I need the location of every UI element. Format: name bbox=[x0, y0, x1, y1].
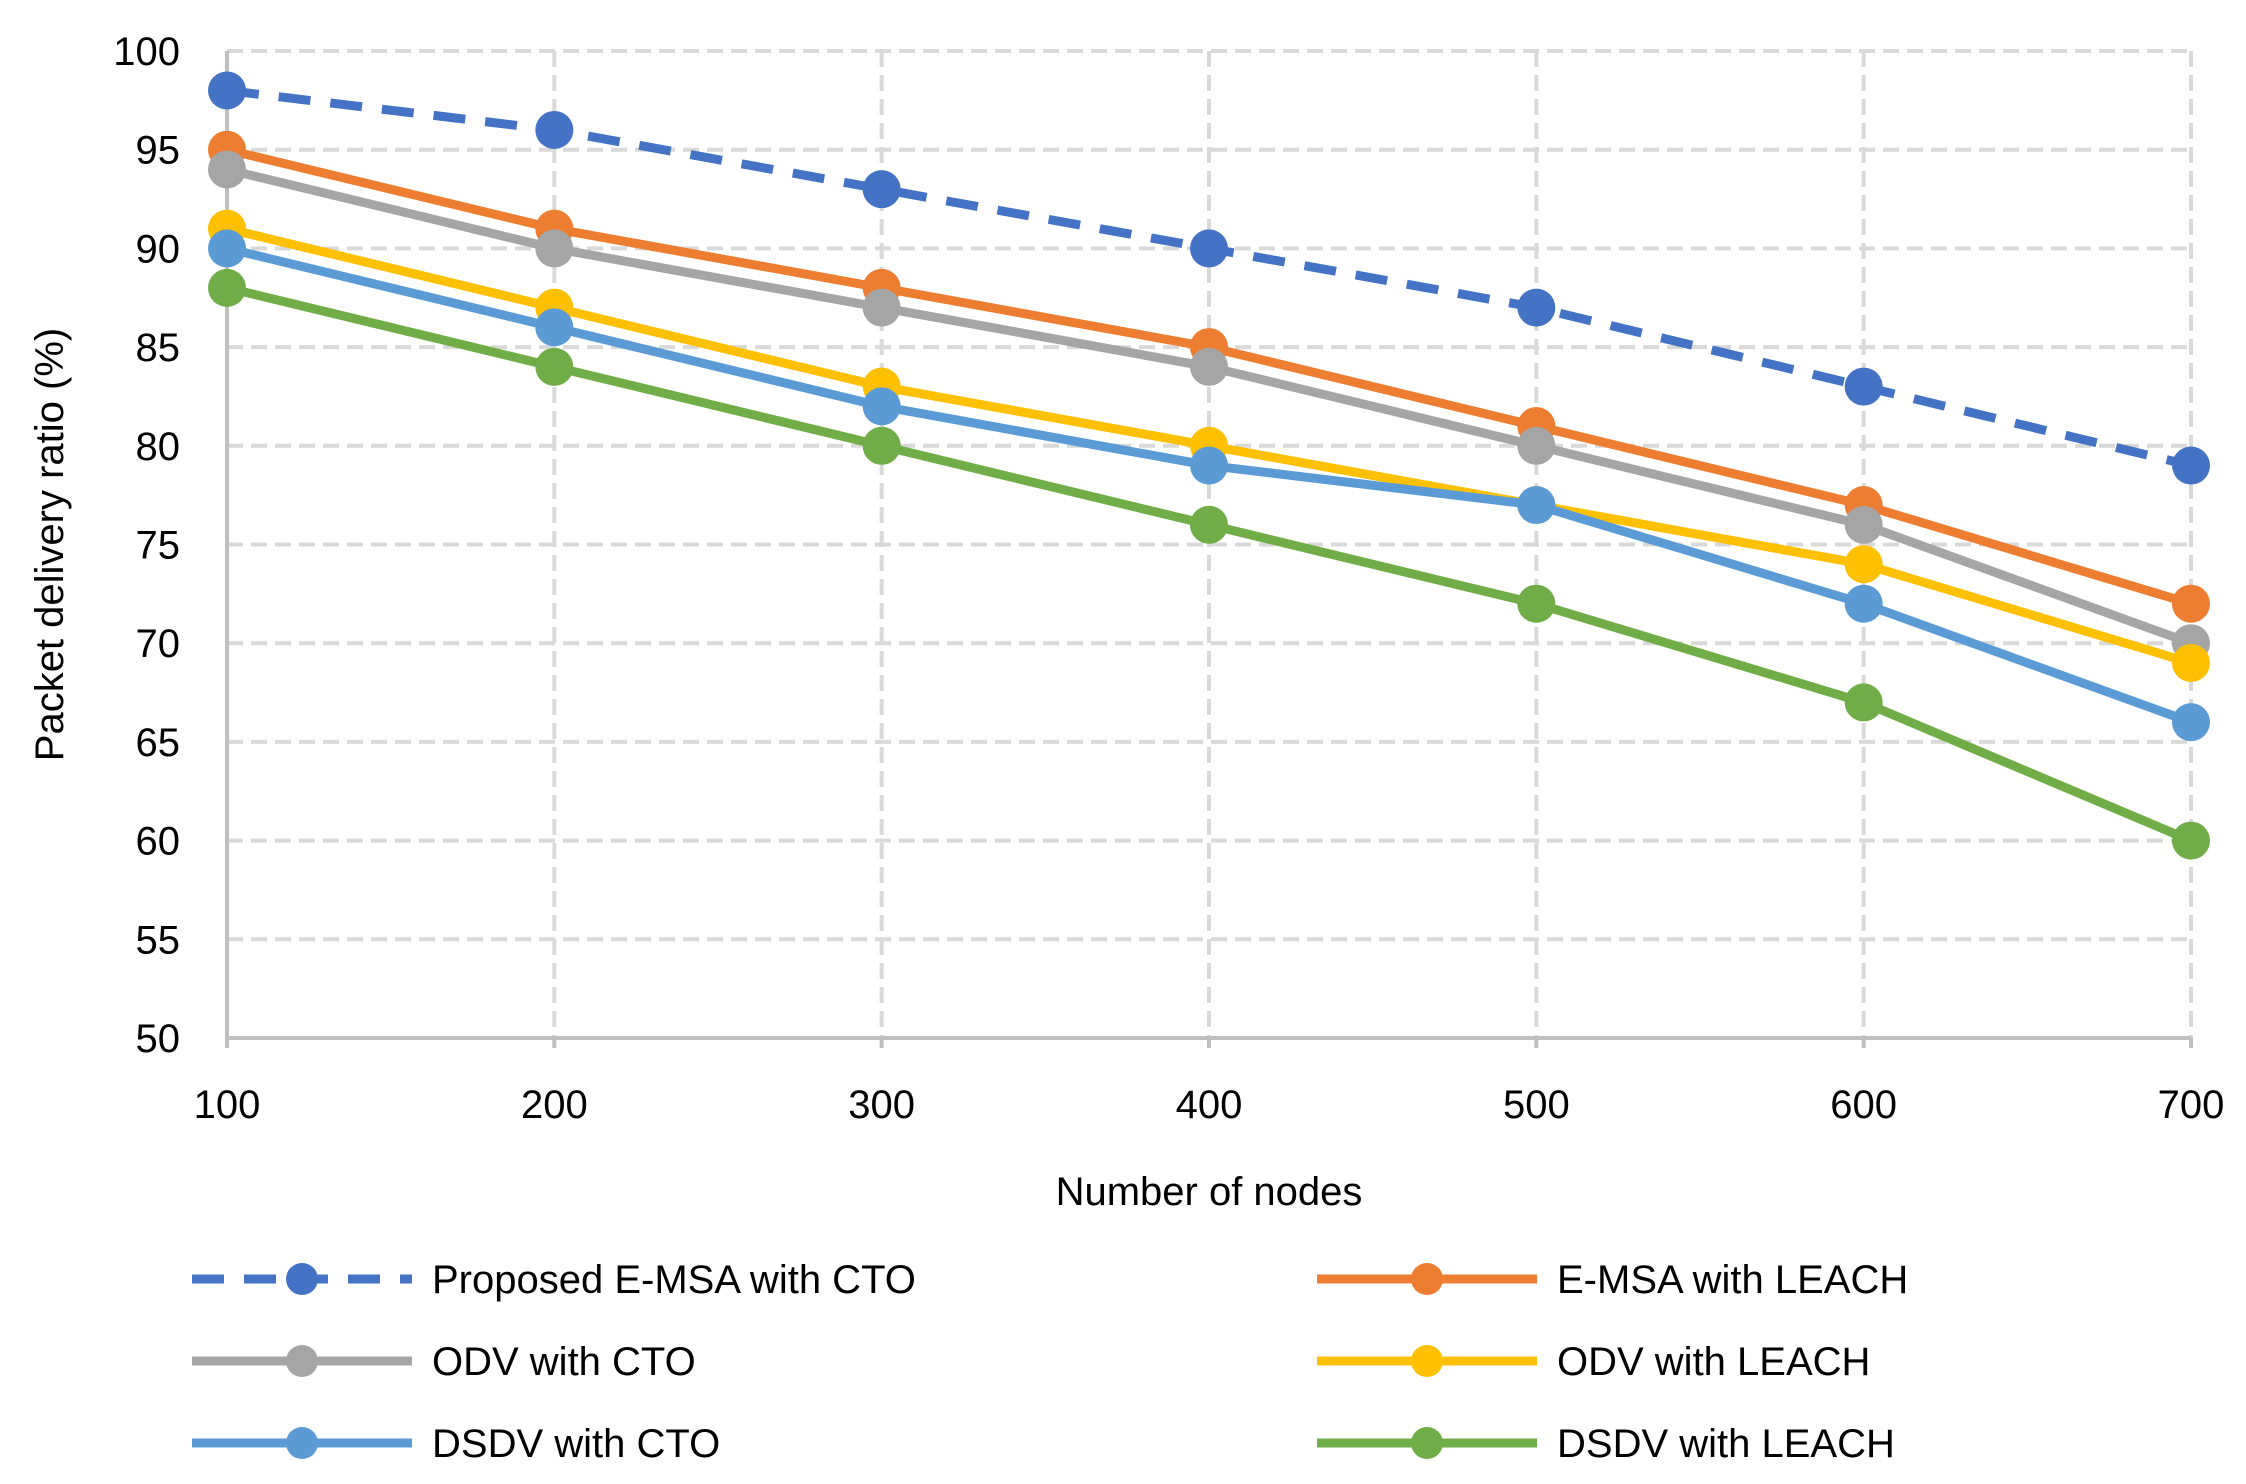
legend-marker bbox=[1411, 1263, 1443, 1295]
data-point-odv-cto bbox=[208, 150, 246, 189]
y-tick-label: 80 bbox=[136, 425, 181, 469]
data-point-dsdv-cto bbox=[1190, 446, 1228, 485]
y-tick-label: 70 bbox=[136, 622, 181, 666]
data-point-odv-cto bbox=[862, 288, 901, 327]
data-point-proposed-emsa-cto bbox=[208, 71, 246, 110]
legend-marker bbox=[1411, 1345, 1443, 1377]
x-tick-label: 400 bbox=[1176, 1083, 1243, 1127]
data-point-dsdv-cto bbox=[862, 387, 901, 426]
legend-marker bbox=[286, 1345, 318, 1377]
x-tick-label: 500 bbox=[1503, 1083, 1570, 1127]
data-point-odv-leach bbox=[1844, 545, 1883, 584]
x-axis-title: Number of nodes bbox=[1056, 1170, 1363, 1214]
data-point-dsdv-cto bbox=[1844, 584, 1883, 623]
x-tick-label: 100 bbox=[194, 1083, 261, 1127]
data-point-proposed-emsa-cto bbox=[1517, 288, 1556, 327]
legend-item-proposed-emsa-cto: Proposed E-MSA with CTO bbox=[192, 1258, 916, 1302]
data-point-proposed-emsa-cto bbox=[1844, 367, 1883, 406]
legend: Proposed E-MSA with CTO E-MSA with LEACH O… bbox=[192, 1258, 1908, 1466]
y-tick-label: 90 bbox=[136, 227, 181, 271]
label-layer: Number of nodes Packet delivery ratio (%… bbox=[28, 30, 2224, 1214]
data-point-dsdv-cto bbox=[208, 229, 246, 268]
legend-label: E-MSA with LEACH bbox=[1557, 1258, 1908, 1302]
data-point-dsdv-leach bbox=[862, 426, 901, 465]
y-tick-label: 100 bbox=[113, 30, 180, 74]
legend-item-odv-leach: ODV with LEACH bbox=[1317, 1340, 1870, 1384]
data-point-dsdv-cto bbox=[2172, 703, 2210, 742]
data-point-dsdv-leach bbox=[2172, 821, 2210, 860]
data-point-odv-cto bbox=[1190, 347, 1228, 386]
y-tick-label: 55 bbox=[136, 918, 181, 962]
data-point-odv-leach bbox=[2172, 643, 2210, 682]
data-point-proposed-emsa-cto bbox=[535, 110, 574, 149]
data-point-dsdv-leach bbox=[535, 347, 574, 386]
data-point-odv-cto bbox=[1844, 505, 1883, 544]
data-point-odv-cto bbox=[535, 229, 574, 268]
data-point-proposed-emsa-cto bbox=[1190, 229, 1228, 268]
y-tick-label: 75 bbox=[136, 524, 181, 568]
data-point-dsdv-leach bbox=[1844, 683, 1883, 722]
legend-label: ODV with CTO bbox=[432, 1340, 696, 1384]
y-tick-label: 65 bbox=[136, 721, 181, 765]
y-axis-title: Packet delivery ratio (%) bbox=[28, 328, 72, 761]
data-point-proposed-emsa-cto bbox=[862, 170, 901, 209]
legend-label: DSDV with LEACH bbox=[1557, 1422, 1895, 1466]
legend-item-odv-cto: ODV with CTO bbox=[192, 1340, 696, 1384]
legend-item-dsdv-leach: DSDV with LEACH bbox=[1317, 1422, 1895, 1466]
y-tick-label: 95 bbox=[136, 129, 181, 173]
data-point-odv-cto bbox=[1517, 426, 1556, 465]
x-tick-label: 200 bbox=[521, 1083, 588, 1127]
legend-marker bbox=[286, 1263, 318, 1295]
x-tick-label: 700 bbox=[2158, 1083, 2225, 1127]
grid-layer bbox=[227, 49, 2193, 1038]
data-point-proposed-emsa-cto bbox=[2172, 446, 2210, 485]
y-tick-label: 85 bbox=[136, 326, 181, 370]
series-layer bbox=[208, 71, 2210, 860]
data-point-emsa-leach bbox=[2172, 584, 2210, 623]
x-tick-label: 600 bbox=[1830, 1083, 1897, 1127]
legend-item-dsdv-cto: DSDV with CTO bbox=[192, 1422, 720, 1466]
x-tick-label: 300 bbox=[848, 1083, 915, 1127]
legend-label: Proposed E-MSA with CTO bbox=[432, 1258, 916, 1302]
y-tick-label: 60 bbox=[136, 820, 181, 864]
data-point-dsdv-leach bbox=[208, 268, 246, 307]
legend-marker bbox=[1411, 1427, 1443, 1459]
data-point-dsdv-leach bbox=[1190, 505, 1228, 544]
data-point-dsdv-cto bbox=[1517, 486, 1556, 525]
legend-label: DSDV with CTO bbox=[432, 1422, 720, 1466]
y-tick-label: 50 bbox=[136, 1017, 181, 1061]
legend-item-emsa-leach: E-MSA with LEACH bbox=[1317, 1258, 1908, 1302]
data-point-dsdv-cto bbox=[535, 308, 574, 347]
legend-label: ODV with LEACH bbox=[1557, 1340, 1870, 1384]
data-point-dsdv-leach bbox=[1517, 584, 1556, 623]
legend-marker bbox=[286, 1427, 318, 1459]
